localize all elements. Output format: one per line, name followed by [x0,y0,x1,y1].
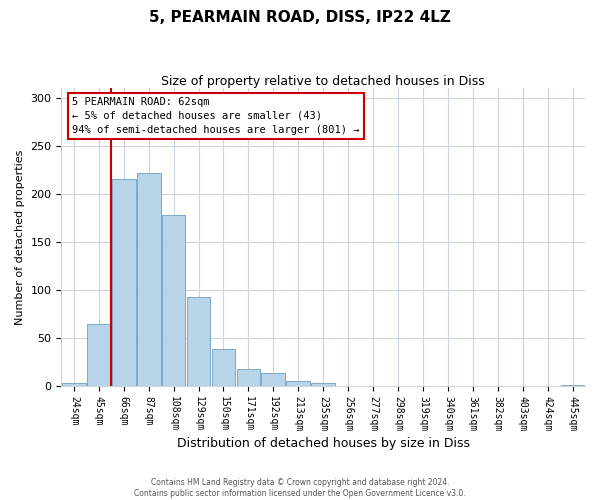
Bar [62,382,86,386]
Text: 5 PEARMAIN ROAD: 62sqm
← 5% of detached houses are smaller (43)
94% of semi-deta: 5 PEARMAIN ROAD: 62sqm ← 5% of detached … [72,97,359,135]
Bar [286,380,310,386]
Bar [187,297,211,386]
Y-axis label: Number of detached properties: Number of detached properties [15,150,25,325]
Bar [262,373,285,386]
Bar [87,324,110,386]
Bar [236,369,260,386]
Bar [162,215,185,386]
X-axis label: Distribution of detached houses by size in Diss: Distribution of detached houses by size … [177,437,470,450]
Title: Size of property relative to detached houses in Diss: Size of property relative to detached ho… [161,75,485,88]
Bar [137,172,161,386]
Bar [560,384,584,386]
Bar [212,349,235,387]
Text: Contains HM Land Registry data © Crown copyright and database right 2024.
Contai: Contains HM Land Registry data © Crown c… [134,478,466,498]
Bar [112,180,136,386]
Text: 5, PEARMAIN ROAD, DISS, IP22 4LZ: 5, PEARMAIN ROAD, DISS, IP22 4LZ [149,10,451,25]
Bar [311,382,335,386]
